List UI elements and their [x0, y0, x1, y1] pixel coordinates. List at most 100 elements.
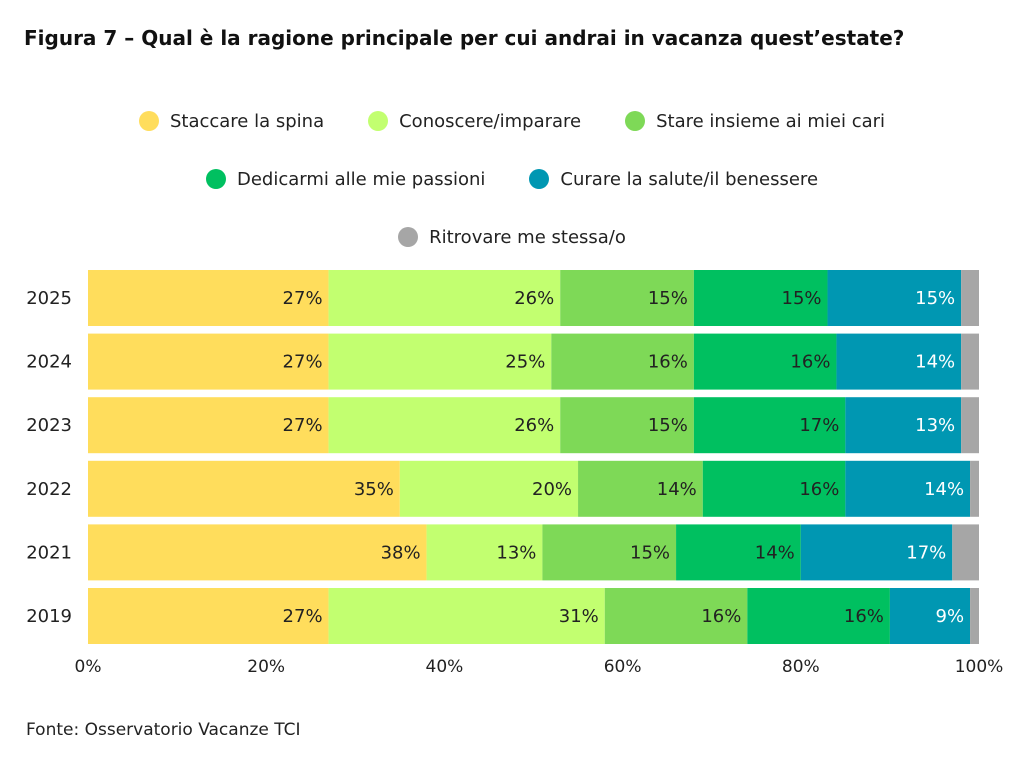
x-tick-label: 60% — [604, 657, 642, 677]
legend-item-stare-insieme: Stare insieme ai miei cari — [625, 111, 885, 132]
data-label: 17% — [906, 542, 946, 563]
bar-segment — [961, 397, 979, 454]
bar-segment — [836, 333, 962, 390]
bar-segment — [578, 460, 703, 517]
legend-label: Conoscere/imparare — [399, 110, 582, 132]
bar-segment — [542, 524, 677, 581]
bar-segment — [328, 397, 561, 454]
data-label: 31% — [559, 606, 599, 627]
bar-segment — [328, 588, 605, 644]
legend-row: Ritrovare me stessa/o — [0, 208, 1024, 266]
bar-segment — [426, 524, 543, 581]
source-note: Fonte: Osservatorio Vacanze TCI — [26, 720, 301, 740]
data-label: 15% — [782, 288, 822, 309]
bar-segment — [845, 460, 971, 517]
data-label: 14% — [915, 352, 955, 373]
legend-row: Staccare la spina Conoscere/imparare Sta… — [0, 92, 1024, 150]
legend-swatch — [138, 111, 159, 131]
legend-label: Staccare la spina — [169, 110, 325, 132]
legend-row: Dedicarmi alle mie passioni Curare la sa… — [0, 150, 1024, 208]
bar-segment — [676, 524, 801, 581]
bar-segment — [88, 397, 329, 454]
legend-swatch — [529, 169, 550, 189]
legend-label: Ritrovare me stessa/o — [429, 226, 626, 248]
data-label: 9% — [936, 606, 965, 627]
data-label: 25% — [505, 352, 545, 373]
bar-segment — [845, 397, 962, 454]
legend-item-passioni: Dedicarmi alle mie passioni — [205, 168, 486, 190]
bar-segment — [970, 588, 979, 644]
data-label: 14% — [755, 542, 795, 563]
data-label: 27% — [283, 352, 323, 373]
chart-legend: Staccare la spina Conoscere/imparare Sta… — [0, 92, 1024, 266]
data-label: 27% — [283, 606, 323, 627]
legend-label: Curare la salute/il benessere — [560, 168, 819, 190]
data-label: 14% — [657, 479, 697, 500]
bar-segment — [961, 270, 979, 326]
bar-segment — [693, 270, 828, 326]
bar-segment — [961, 333, 979, 390]
data-label: 16% — [799, 479, 839, 500]
data-label: 16% — [701, 606, 741, 627]
bar-segment — [328, 270, 561, 326]
x-tick-label: 20% — [247, 657, 285, 677]
x-tick-label: 40% — [426, 657, 464, 677]
x-tick-label: 80% — [782, 657, 820, 677]
y-tick-label: 2023 — [26, 415, 72, 436]
y-tick-label: 2024 — [26, 352, 72, 373]
data-label: 15% — [915, 288, 955, 309]
bar-segment — [747, 588, 890, 644]
data-label: 38% — [381, 542, 421, 563]
y-tick-label: 2022 — [26, 479, 72, 500]
data-label: 35% — [354, 479, 394, 500]
data-label: 15% — [648, 415, 688, 436]
data-label: 16% — [648, 352, 688, 373]
data-label: 26% — [514, 288, 554, 309]
legend-label: Dedicarmi alle mie passioni — [236, 168, 486, 190]
legend-item-staccare-la-spina: Staccare la spina — [138, 110, 325, 132]
data-label: 20% — [532, 479, 572, 500]
data-label: 14% — [924, 479, 964, 500]
data-label: 27% — [283, 288, 323, 309]
legend-item-conoscere-imparare: Conoscere/imparare — [368, 111, 581, 132]
data-label: 17% — [799, 415, 839, 436]
data-label: 27% — [283, 415, 323, 436]
bar-segment — [560, 397, 694, 454]
bar-segment — [800, 524, 953, 581]
bar-segment — [952, 524, 979, 581]
bar-segment — [328, 333, 552, 390]
bar-segment — [970, 460, 979, 517]
bar-segment — [889, 588, 971, 644]
data-label: 26% — [514, 415, 554, 436]
legend-item-salute: Curare la salute/il benessere — [529, 169, 818, 190]
bar-segment — [604, 588, 748, 644]
x-tick-label: 0% — [75, 657, 102, 677]
data-label: 13% — [915, 415, 955, 436]
bar-segment — [88, 333, 329, 390]
y-tick-label: 2019 — [26, 606, 72, 627]
y-tick-label: 2025 — [26, 288, 72, 309]
bar-segment — [560, 270, 694, 326]
x-tick-label: 100% — [955, 657, 1004, 677]
bar-segment — [702, 460, 846, 517]
data-label: 16% — [790, 352, 830, 373]
data-label: 15% — [630, 542, 670, 563]
legend-swatch — [205, 169, 226, 189]
bar-segment — [693, 333, 837, 390]
legend-swatch — [368, 111, 389, 131]
bar-segment — [88, 270, 329, 326]
y-tick-label: 2021 — [26, 542, 72, 563]
bar-segment — [693, 397, 846, 454]
data-label: 13% — [496, 542, 536, 563]
bar-segment — [827, 270, 962, 326]
legend-item-ritrovare: Ritrovare me stessa/o — [398, 227, 626, 248]
legend-label: Stare insieme ai miei cari — [656, 110, 886, 132]
bar-segment — [399, 460, 579, 517]
data-label: 16% — [844, 606, 884, 627]
data-label: 15% — [648, 288, 688, 309]
bar-segment — [88, 588, 329, 644]
bar-segment — [88, 460, 400, 517]
chart-title: Figura 7 – Qual è la ragione principale … — [24, 26, 905, 50]
bar-segment — [88, 524, 427, 581]
